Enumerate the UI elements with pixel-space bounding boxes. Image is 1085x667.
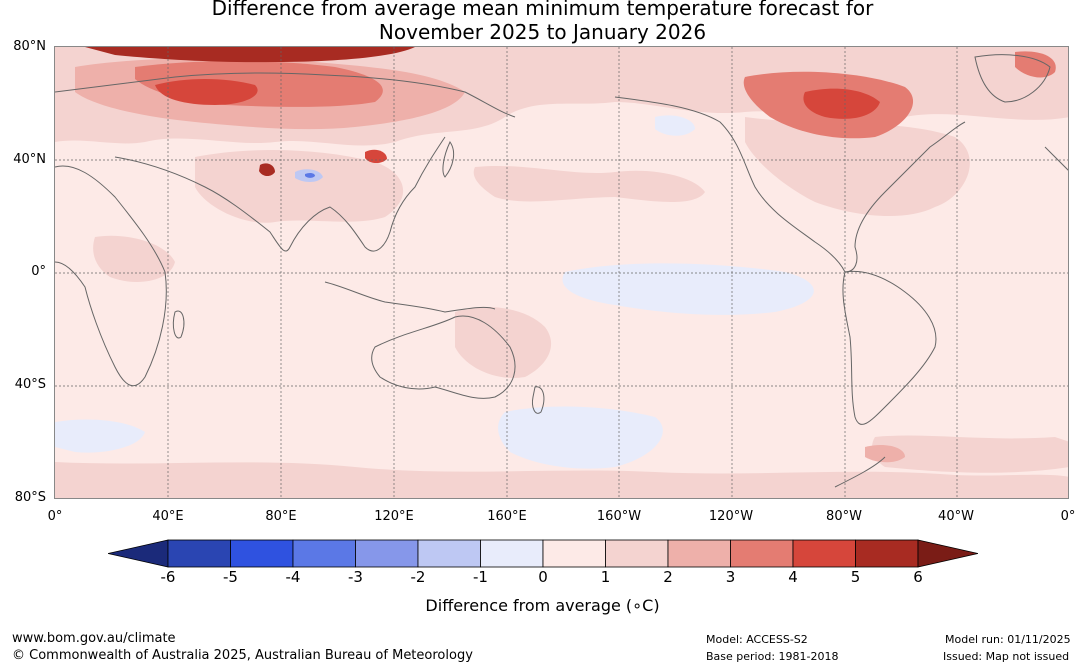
anomaly-canada-hot [803, 88, 880, 119]
lat-label-40s: 40°S [14, 377, 46, 392]
footer-website: www.bom.gov.au/climate [12, 631, 176, 646]
forecast-map [54, 46, 1069, 499]
coast-antarctic-peninsula [834, 456, 886, 488]
lon-label-0-right: 0° [1060, 509, 1076, 524]
anomaly-indian-ocean [93, 235, 175, 282]
coast-eurasia-north [55, 72, 516, 118]
coast-south-america [842, 270, 937, 425]
colorbar-swatch [417, 539, 481, 568]
anomaly-arctic-top [85, 47, 415, 63]
colorbar-tick-label: 3 [725, 568, 736, 586]
colorbar [108, 539, 978, 568]
colorbar-tick-label: -3 [348, 568, 363, 586]
coast-madagascar [172, 310, 185, 339]
lat-label-equator: 0° [31, 264, 46, 279]
lat-label-40n: 40°N [13, 152, 46, 167]
title-line-2: November 2025 to January 2026 [378, 20, 707, 44]
lon-label-120e: 120°E [374, 509, 414, 524]
coast-maritime-se-asia [324, 281, 496, 313]
colorbar-tick-label: 6 [913, 568, 923, 586]
colorbar-tick-label: -6 [160, 568, 176, 586]
lat-label-80s: 80°S [14, 490, 46, 505]
anomaly-southern-ocean-band [55, 462, 1068, 498]
coast-greenland [974, 54, 1051, 103]
coast-africa [55, 165, 167, 387]
colorbar-swatch [542, 539, 606, 568]
anomaly-china-warm [365, 149, 387, 164]
colorbar-label: Difference from average (∘C) [425, 596, 660, 615]
colorbar-swatches [108, 539, 978, 568]
lat-label-80n: 80°N [13, 39, 46, 54]
colorbar-swatch [667, 539, 731, 568]
colorbar-tick-label: 2 [663, 568, 673, 586]
lon-label-160e: 160°E [487, 509, 527, 524]
anomaly-equatorial-cool [562, 263, 814, 315]
colorbar-swatch [355, 539, 419, 568]
anomaly-map-svg [55, 47, 1068, 498]
colorbar-tick-label: 5 [850, 568, 861, 586]
colorbar-swatch [730, 539, 794, 568]
lon-label-160w: 160°W [596, 509, 642, 524]
colorbar-tick-label: -5 [223, 568, 238, 586]
colorbar-extend-high [917, 539, 978, 568]
anomaly-siberia-core [155, 79, 258, 105]
coast-europe-west [1044, 146, 1068, 171]
anomaly-pacific-hotspot [865, 445, 905, 463]
footer-base-period: Base period: 1981-2018 [706, 650, 839, 663]
coast-eurasia-south [114, 136, 446, 252]
colorbar-tick-label: -2 [410, 568, 426, 586]
colorbar-swatch [792, 539, 856, 568]
lon-label-80e: 80°E [265, 509, 297, 524]
colorbar-tick-label: -1 [473, 568, 488, 586]
coast-australia [371, 315, 516, 399]
colorbar-tick-label: 4 [788, 568, 798, 586]
colorbar-swatch [230, 539, 294, 568]
lon-label-80w: 80°W [826, 509, 862, 524]
colorbar-swatch [167, 539, 231, 568]
colorbar-swatch [855, 539, 919, 568]
title-line-1: Difference from average mean minimum tem… [211, 0, 874, 20]
anomaly-tibet-hot [259, 163, 275, 177]
anomaly-north-pacific-cool [655, 115, 695, 136]
footer-model: Model: ACCESS-S2 [706, 633, 808, 646]
anomaly-australia [455, 307, 552, 378]
anomaly-southern-indian-cool [55, 419, 145, 453]
colorbar-swatch [605, 539, 669, 568]
footer-model-run: Model run: 01/11/2025 [945, 633, 1071, 646]
anomaly-tibet-cool-core [305, 172, 315, 178]
coastlines [55, 54, 1068, 488]
colorbar-extend-low [108, 539, 169, 568]
coast-north-america [614, 96, 966, 273]
anomaly-central-asia [195, 150, 404, 223]
anomaly-north-pacific [473, 165, 705, 202]
gridlines [55, 47, 1068, 498]
colorbar-tick-label: 1 [600, 568, 611, 586]
anomaly-south-pacific-cool [498, 406, 663, 469]
colorbar-tick-label: -4 [285, 568, 301, 586]
colorbar-swatch [292, 539, 356, 568]
lon-label-0-left: 0° [47, 509, 63, 524]
coast-new-zealand [532, 386, 545, 414]
lon-label-120w: 120°W [708, 509, 754, 524]
map-title: Difference from average mean minimum tem… [0, 0, 1085, 44]
footer-issued: Issued: Map not issued [943, 650, 1070, 663]
colorbar-tick-label: 0 [538, 568, 548, 586]
anomaly-south-atlantic [872, 435, 1068, 473]
lon-label-40w: 40°W [938, 509, 974, 524]
coast-japan [442, 141, 455, 178]
anomaly-north-america [745, 117, 970, 217]
anomaly-greenland-warm [1015, 51, 1056, 78]
colorbar-swatch [480, 539, 544, 568]
lon-label-40e: 40°E [152, 509, 184, 524]
footer-copyright: © Commonwealth of Australia 2025, Austra… [12, 648, 473, 663]
